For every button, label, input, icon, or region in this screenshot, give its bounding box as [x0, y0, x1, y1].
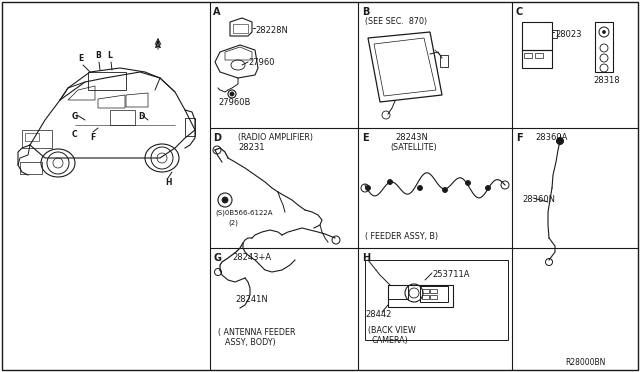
- Bar: [440, 55, 448, 67]
- Text: 28228N: 28228N: [255, 26, 288, 35]
- Bar: [388, 285, 408, 299]
- Circle shape: [486, 186, 490, 190]
- Text: L: L: [107, 51, 112, 60]
- Text: (SEE SEC.  870): (SEE SEC. 870): [365, 17, 427, 26]
- Text: B: B: [362, 7, 369, 17]
- Bar: [552, 30, 557, 38]
- Bar: [22, 130, 52, 148]
- Text: (RADIO AMPLIFIER): (RADIO AMPLIFIER): [238, 133, 313, 142]
- Bar: [25, 133, 39, 141]
- Text: 28360N: 28360N: [522, 195, 555, 204]
- Text: 27960: 27960: [248, 58, 275, 67]
- Circle shape: [602, 31, 605, 33]
- Text: 28231: 28231: [238, 143, 264, 152]
- Text: ( FEEDER ASSY, B): ( FEEDER ASSY, B): [365, 232, 438, 241]
- Circle shape: [557, 138, 563, 144]
- Bar: [20, 162, 42, 174]
- Bar: [535, 53, 543, 58]
- Text: B: B: [95, 51, 100, 60]
- Bar: [365, 260, 508, 340]
- Text: ( ANTENNA FEEDER: ( ANTENNA FEEDER: [218, 328, 296, 337]
- Text: 28318: 28318: [593, 76, 620, 85]
- Circle shape: [417, 186, 422, 190]
- Text: 27960B: 27960B: [218, 98, 250, 107]
- Bar: [422, 289, 429, 293]
- Text: D: D: [138, 112, 145, 121]
- Text: (BACK VIEW: (BACK VIEW: [368, 326, 416, 335]
- Bar: [88, 72, 126, 90]
- Text: 28023: 28023: [555, 30, 582, 39]
- Bar: [595, 22, 613, 72]
- Text: (2): (2): [228, 220, 238, 227]
- Circle shape: [442, 187, 447, 192]
- Text: H: H: [165, 178, 172, 187]
- Bar: [110, 110, 135, 125]
- Bar: [430, 289, 437, 293]
- Circle shape: [222, 197, 228, 203]
- Text: CAMERA): CAMERA): [372, 336, 409, 345]
- Text: 28243N: 28243N: [395, 133, 428, 142]
- Text: (S)0B566-6122A: (S)0B566-6122A: [215, 210, 273, 217]
- Text: R28000BN: R28000BN: [565, 358, 605, 367]
- Text: F: F: [90, 133, 95, 142]
- Text: E: E: [78, 54, 83, 63]
- Text: G: G: [213, 253, 221, 263]
- Text: A: A: [213, 7, 221, 17]
- Text: (SATELLITE): (SATELLITE): [390, 143, 436, 152]
- Text: C: C: [72, 130, 77, 139]
- Bar: [430, 295, 437, 299]
- Text: 28360A: 28360A: [535, 133, 568, 142]
- Text: E: E: [362, 133, 369, 143]
- Bar: [522, 50, 552, 68]
- Circle shape: [387, 180, 392, 185]
- Text: 28442: 28442: [365, 310, 392, 319]
- Text: ASSY, BODY): ASSY, BODY): [225, 338, 276, 347]
- Bar: [420, 286, 448, 302]
- Text: 28243+A: 28243+A: [232, 253, 271, 262]
- Text: 28241N: 28241N: [235, 295, 268, 304]
- Bar: [522, 22, 552, 50]
- Text: 253711A: 253711A: [432, 270, 470, 279]
- Bar: [422, 295, 429, 299]
- Bar: [388, 285, 453, 307]
- Circle shape: [365, 186, 371, 190]
- Bar: [524, 53, 532, 58]
- Circle shape: [465, 180, 470, 186]
- Text: C: C: [516, 7, 524, 17]
- Text: H: H: [362, 253, 370, 263]
- Text: D: D: [213, 133, 221, 143]
- Circle shape: [230, 92, 234, 96]
- Text: G: G: [72, 112, 78, 121]
- Text: A: A: [155, 41, 161, 50]
- Bar: [185, 118, 195, 136]
- Text: F: F: [516, 133, 523, 143]
